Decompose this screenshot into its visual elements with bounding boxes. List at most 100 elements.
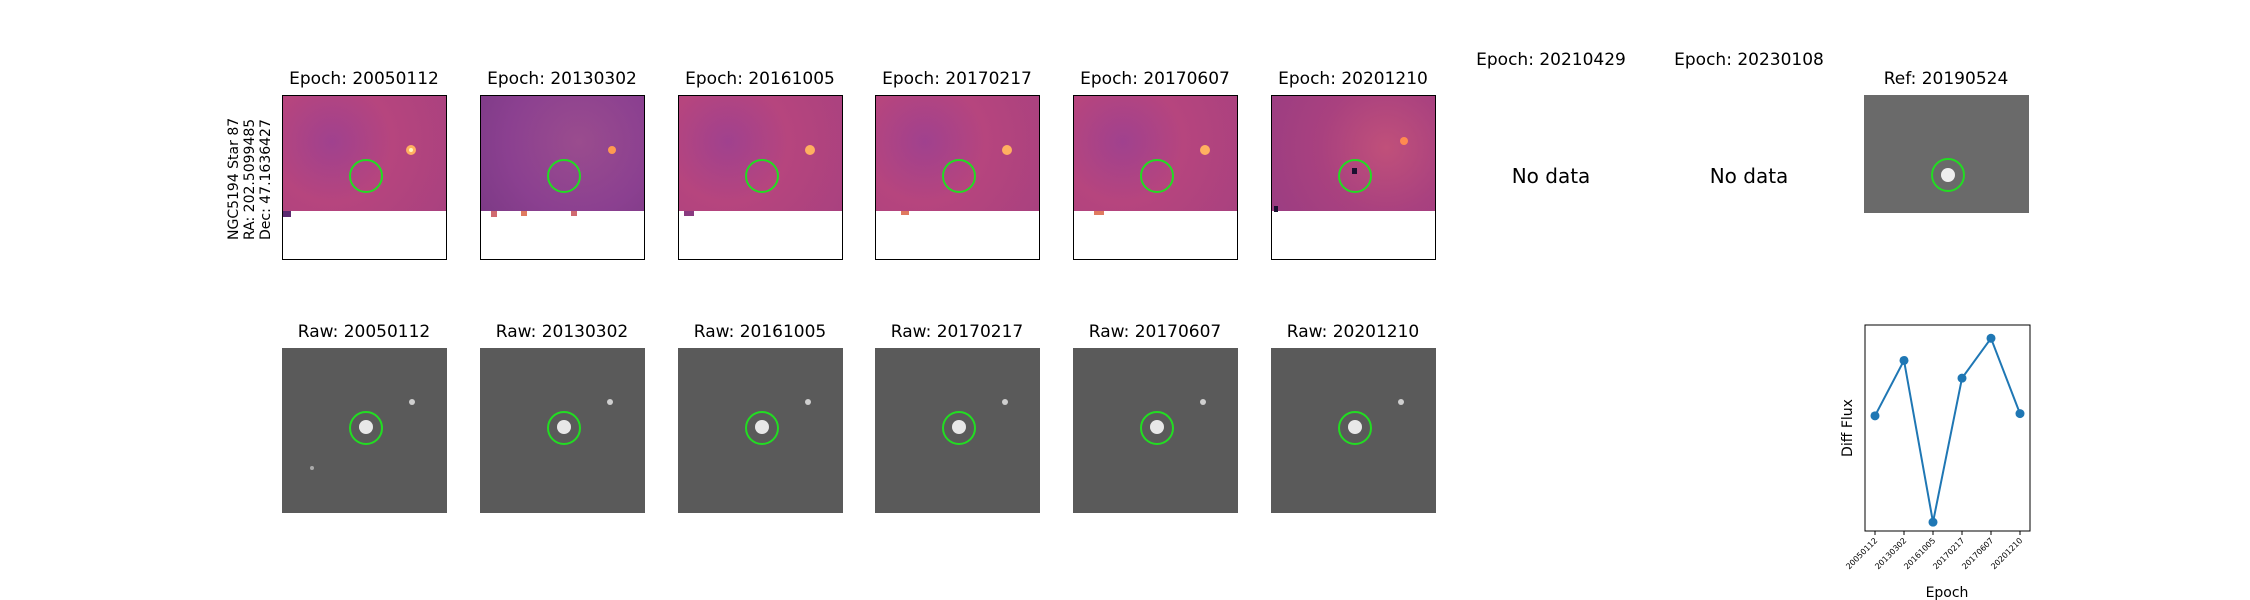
raw-star <box>359 420 373 434</box>
edge-pixel <box>684 211 694 216</box>
data-point <box>2015 409 2025 419</box>
diff-panel-3 <box>875 95 1040 260</box>
ref-title: Ref: 20190524 <box>1883 69 2009 89</box>
raw-title-3: Raw: 20170217 <box>890 322 1024 342</box>
raw-overlay <box>942 399 1008 445</box>
diff-title-4: Epoch: 20170607 <box>1080 69 1230 89</box>
data-point <box>1928 517 1938 527</box>
raw-panel-5 <box>1271 348 1436 513</box>
diff-overlay <box>684 145 815 216</box>
star-dec: Dec: 47.1636427 <box>258 119 274 240</box>
light-curve-chart: 2005011220130302201610052017021720170607… <box>1840 324 2031 600</box>
edge-pixel <box>283 211 291 217</box>
raw-overlay <box>1140 399 1206 445</box>
target-circle <box>1338 411 1372 445</box>
series-points <box>1870 333 2025 527</box>
diff-panel-5 <box>1271 95 1436 260</box>
edge-pixel <box>491 211 497 217</box>
bright-source <box>608 146 616 154</box>
target-circle <box>942 411 976 445</box>
diff-title-1: Epoch: 20130302 <box>487 69 637 89</box>
raw-star <box>1200 399 1206 405</box>
raw-star <box>607 399 613 405</box>
diff-overlay <box>491 146 616 217</box>
raw-star <box>1348 420 1362 434</box>
ref-panel <box>1864 95 2029 260</box>
diff-overlay <box>1274 137 1408 212</box>
plot-frame <box>1864 324 2031 532</box>
raw-star <box>1398 399 1404 405</box>
series-line <box>1874 336 2021 523</box>
ref-overlay <box>1931 158 1965 192</box>
raw-panel-4 <box>1073 348 1238 513</box>
raw-title-0: Raw: 20050112 <box>297 322 431 342</box>
raw-title-4: Raw: 20170607 <box>1088 322 1222 342</box>
target-circle <box>1140 411 1174 445</box>
diff-panel-2 <box>678 95 843 260</box>
raw-star <box>805 399 811 405</box>
edge-pixel <box>1094 211 1104 215</box>
raw-star <box>755 420 769 434</box>
x-axis-label: Epoch <box>1926 585 1969 600</box>
data-point <box>1899 355 1909 365</box>
edge-pixel <box>521 211 527 216</box>
diff-title-3: Epoch: 20170217 <box>882 69 1032 89</box>
raw-star <box>409 399 415 405</box>
ref-star <box>1941 168 1955 182</box>
raw-star <box>1002 399 1008 405</box>
raw-title-2: Raw: 20161005 <box>693 322 827 342</box>
raw-overlay <box>310 399 415 470</box>
target-circle <box>1140 159 1174 193</box>
raw-star <box>310 466 314 470</box>
diff-overlay <box>901 145 1012 215</box>
target-circle <box>1338 159 1372 193</box>
raw-overlay <box>745 399 811 445</box>
raw-star <box>952 420 966 434</box>
star-ra: RA: 202.5099485 <box>242 118 258 240</box>
target-circle <box>745 411 779 445</box>
edge-pixel <box>571 211 577 216</box>
bright-source <box>1002 145 1012 155</box>
no-data-7: No data <box>1709 164 1789 188</box>
star-name: NGC5194 Star 87 <box>226 117 242 240</box>
raw-title-5: Raw: 20201210 <box>1286 322 1420 342</box>
x-tick-label: 20201210 <box>1989 536 2024 571</box>
bright-core <box>409 148 413 152</box>
target-circle <box>1931 158 1965 192</box>
target-circle <box>349 411 383 445</box>
raw-panel-3 <box>875 348 1040 513</box>
raw-panel-1 <box>480 348 645 513</box>
diff-title-7: Epoch: 20230108 <box>1674 50 1824 70</box>
y-axis-label: Diff Flux <box>1840 399 1856 457</box>
bright-source <box>805 145 815 155</box>
x-ticks: 2005011220130302201610052017021720170607… <box>1844 531 2024 571</box>
diff-title-2: Epoch: 20161005 <box>685 69 835 89</box>
target-circle <box>745 159 779 193</box>
raw-overlay <box>547 399 613 445</box>
target-circle <box>547 159 581 193</box>
diff-panel-4 <box>1073 95 1238 260</box>
target-circle <box>547 411 581 445</box>
diff-panel-1 <box>480 95 645 260</box>
raw-star <box>1150 420 1164 434</box>
raw-panel-2 <box>678 348 843 513</box>
bright-source <box>1200 145 1210 155</box>
bright-source <box>1400 137 1408 145</box>
data-point <box>1957 373 1967 383</box>
diff-overlay <box>1094 145 1210 215</box>
ref-image <box>1864 95 2029 213</box>
diff-title-6: Epoch: 20210429 <box>1476 50 1626 70</box>
raw-star <box>557 420 571 434</box>
diff-panel-0 <box>282 95 447 260</box>
no-data-6: No data <box>1511 164 1591 188</box>
star-info-label: NGC5194 Star 87 RA: 202.5099485 Dec: 47.… <box>226 118 274 240</box>
raw-panel-0 <box>282 348 447 513</box>
edge-pixel <box>1274 206 1278 212</box>
diff-title-0: Epoch: 20050112 <box>289 69 439 89</box>
dark-residual <box>1352 168 1357 174</box>
edge-pixel <box>901 211 909 215</box>
diff-title-5: Epoch: 20201210 <box>1278 69 1428 89</box>
target-circle <box>942 159 976 193</box>
raw-title-1: Raw: 20130302 <box>495 322 629 342</box>
raw-overlay <box>1338 399 1404 445</box>
